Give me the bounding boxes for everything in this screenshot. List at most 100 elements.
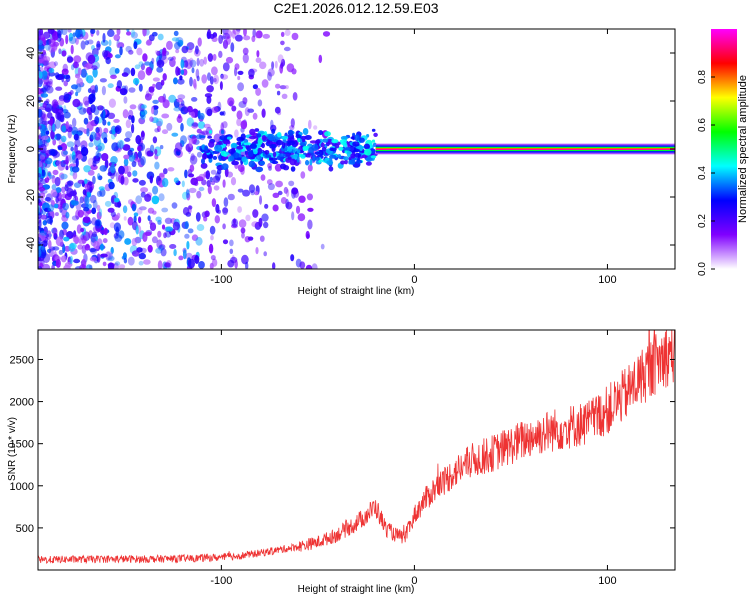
heatmap-cell	[75, 158, 79, 168]
heatmap-cell	[255, 166, 264, 173]
heatmap-cell	[222, 179, 226, 188]
heatmap-cell	[40, 111, 46, 119]
heatmap-cell	[290, 118, 295, 128]
heatmap-cell	[229, 155, 235, 162]
heatmap-cell	[142, 53, 148, 62]
heatmap-cell	[39, 154, 46, 160]
heatmap-cell	[222, 121, 228, 129]
heatmap-cell	[307, 164, 313, 172]
heatmap-cell	[107, 29, 115, 37]
heatmap-cell	[171, 202, 178, 209]
heatmap-cell	[159, 145, 164, 150]
heatmap-cell	[189, 57, 194, 66]
heatmap-cell	[44, 197, 51, 202]
heatmap-cell	[236, 141, 241, 145]
heatmap-cell	[190, 153, 195, 162]
heatmap-cell	[155, 81, 163, 90]
heatmap-cell	[249, 128, 256, 136]
heatmap-cell	[93, 240, 100, 250]
heatmap-cell	[152, 185, 159, 195]
heatmap-cell	[149, 116, 154, 122]
x-tick-label: 0	[411, 575, 417, 587]
heatmap-cell	[142, 29, 147, 37]
heatmap-cell	[51, 175, 56, 184]
heatmap-cell	[148, 34, 155, 42]
heatmap-cell	[83, 165, 91, 173]
heatmap-cell	[123, 216, 127, 221]
heatmap-cell	[123, 96, 128, 104]
heatmap-cell	[248, 135, 257, 140]
heatmap-cell	[82, 189, 87, 196]
heatmap-cell	[126, 31, 132, 36]
heatmap-cell	[174, 142, 183, 152]
heatmap-cell	[135, 225, 139, 235]
heatmap-cell	[121, 72, 129, 77]
heatmap-cell	[226, 171, 233, 178]
y-tick-label: -20	[25, 189, 37, 205]
heatmap-cell	[98, 208, 103, 217]
colorbar-tick-label: 0.4	[697, 166, 708, 180]
heatmap-cell	[61, 68, 69, 75]
heatmap-cell	[102, 119, 107, 126]
heatmap-cell	[38, 198, 41, 204]
heatmap-cell	[293, 189, 300, 198]
heatmap-cell	[233, 218, 236, 225]
heatmap-cell	[48, 174, 55, 179]
heatmap-cell	[313, 125, 318, 130]
heatmap-cell	[281, 93, 288, 100]
heatmap-cell	[48, 38, 56, 47]
heatmap-cell	[66, 56, 74, 63]
heatmap-cell	[44, 177, 50, 184]
heatmap-cell	[77, 127, 86, 133]
heatmap-cell	[173, 106, 181, 112]
heatmap-cell	[134, 64, 141, 70]
heatmap-cell	[196, 75, 200, 82]
heatmap-cell	[373, 132, 378, 137]
heatmap-cell	[196, 224, 205, 231]
heatmap-cell	[282, 165, 290, 171]
heatmap-cell	[198, 261, 205, 269]
heatmap-cell	[122, 109, 129, 119]
heatmap-cell	[151, 236, 158, 244]
heatmap-cell	[195, 68, 200, 79]
heatmap-cell	[77, 244, 83, 250]
heatmap-cell	[167, 167, 175, 172]
heatmap-cell	[259, 160, 266, 166]
heatmap-cell	[290, 254, 295, 262]
heatmap-cell	[329, 154, 337, 159]
heatmap-cell	[55, 86, 63, 91]
heatmap-cell	[56, 160, 61, 167]
heatmap-cell	[326, 160, 334, 166]
heatmap-cell	[188, 205, 193, 210]
heatmap-cell	[82, 96, 90, 106]
heatmap-cell	[110, 74, 117, 80]
heatmap-cell	[219, 135, 228, 141]
heatmap-cell	[95, 220, 101, 227]
heatmap-cell	[45, 130, 50, 135]
heatmap-cell	[98, 186, 105, 191]
heatmap-cell	[48, 68, 55, 73]
heatmap-cell	[267, 68, 275, 77]
heatmap-cell	[302, 147, 307, 151]
heatmap-cell	[108, 263, 115, 269]
heatmap-cell	[322, 31, 331, 37]
heatmap-cell	[73, 189, 77, 198]
heatmap-cell	[247, 108, 255, 113]
heatmap-cell	[356, 159, 363, 164]
heatmap-cell	[189, 76, 193, 87]
heatmap-cell	[201, 158, 205, 165]
colorbar-tick-label: 0.2	[697, 214, 708, 228]
heatmap-cell	[83, 207, 90, 212]
heatmap-cell	[69, 90, 74, 95]
heatmap-cell	[261, 79, 269, 88]
heatmap-cell	[297, 137, 301, 143]
heatmap-cell	[197, 121, 206, 129]
heatmap-cell	[237, 70, 244, 75]
heatmap-cell	[140, 191, 146, 198]
heatmap-cell	[84, 244, 91, 251]
heatmap-cell	[255, 155, 263, 160]
heatmap-cell	[177, 94, 186, 100]
heatmap-cell	[55, 258, 61, 268]
heatmap-cell	[42, 55, 48, 66]
heatmap-cell	[88, 112, 93, 121]
